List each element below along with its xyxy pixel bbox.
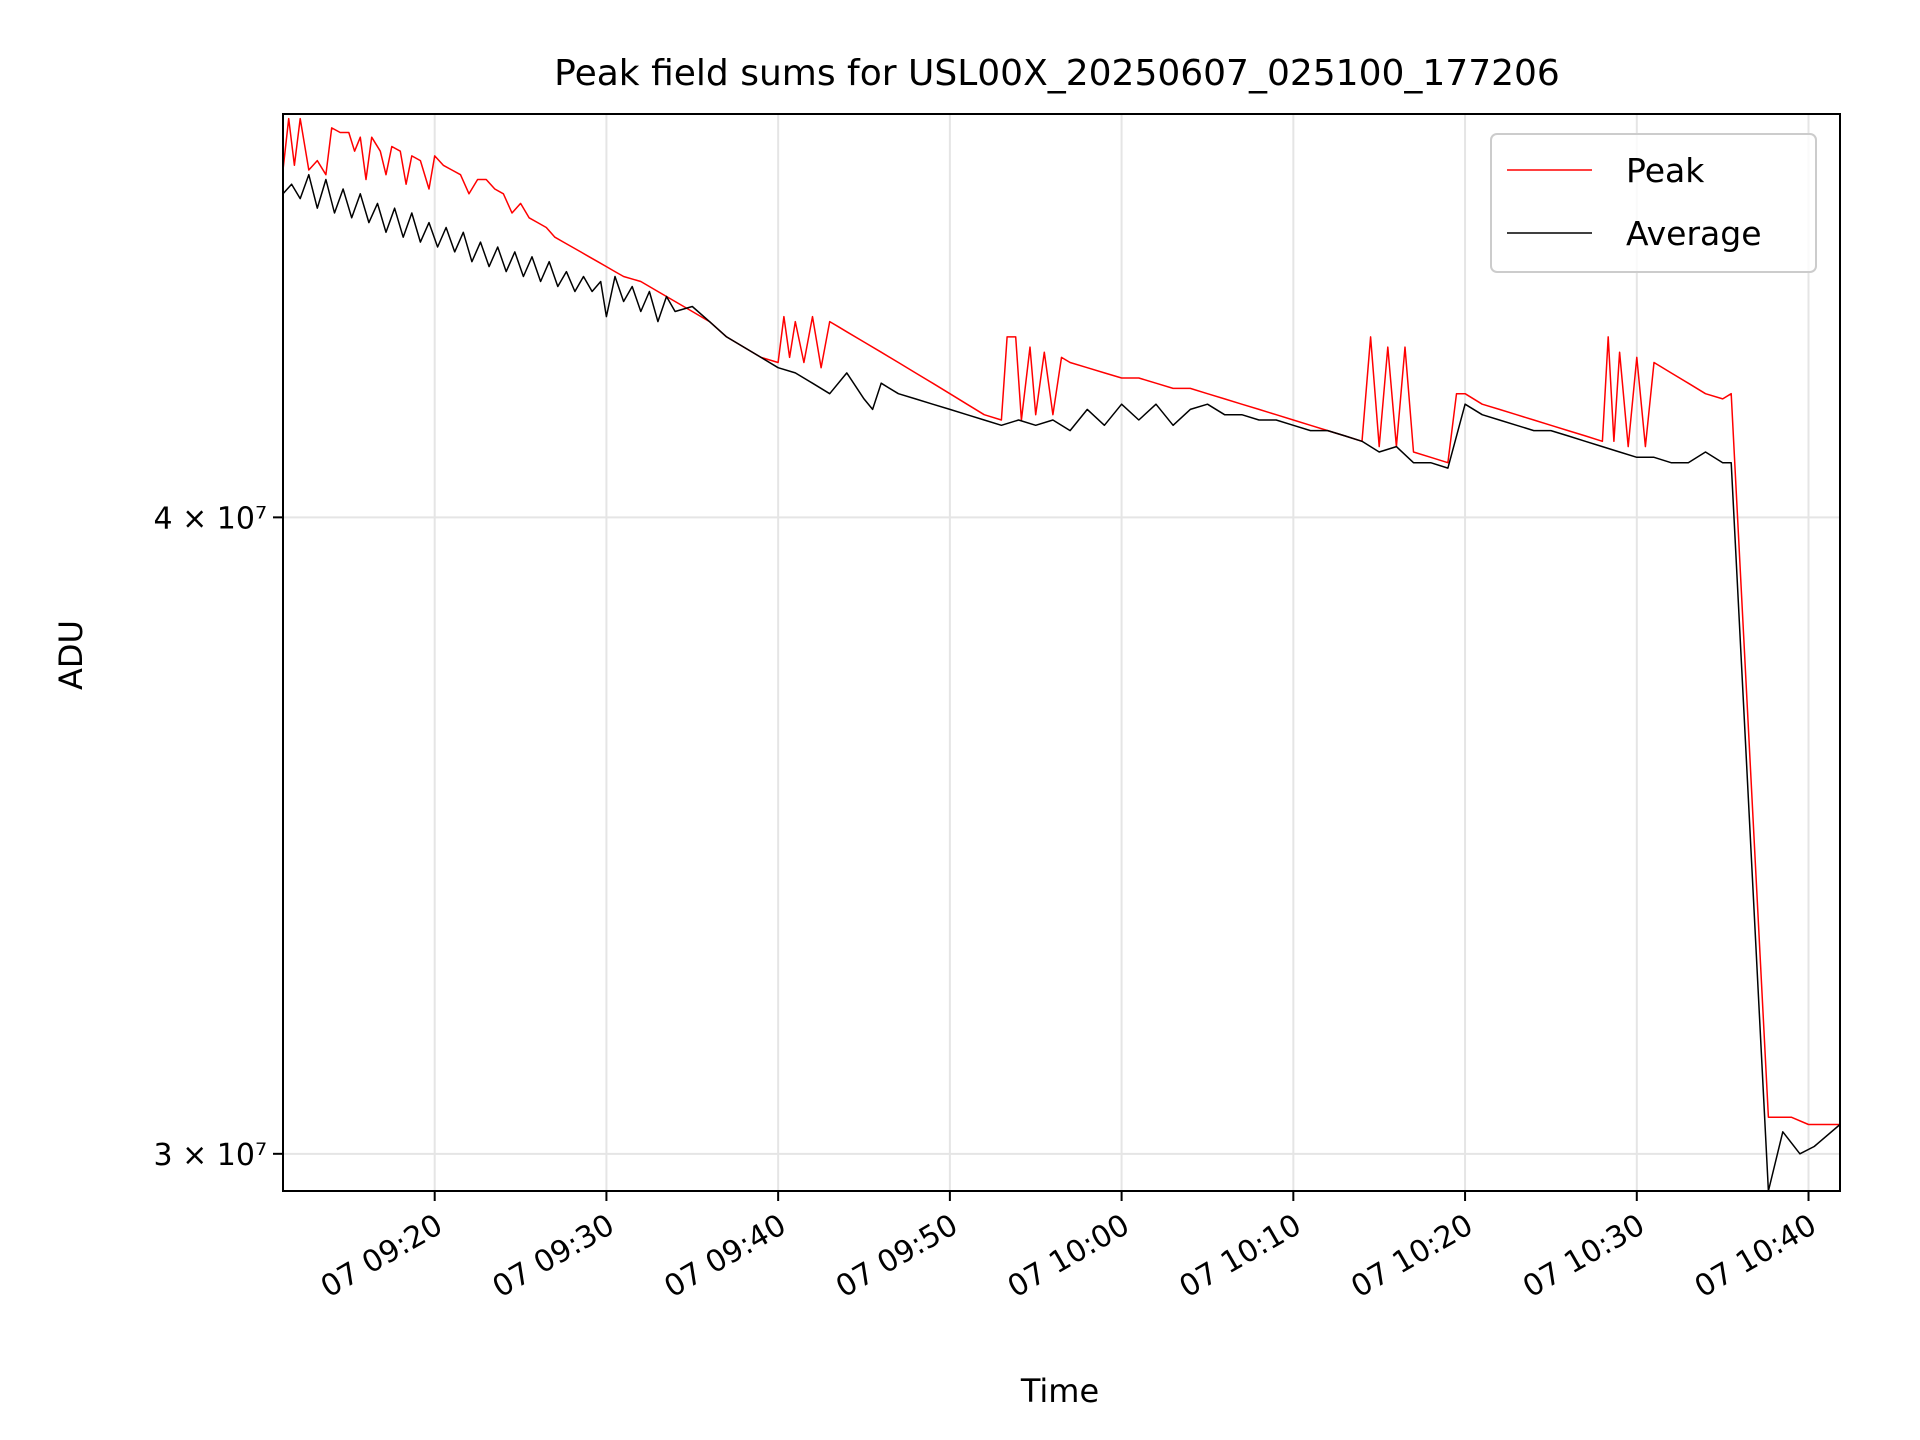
plot-frame [282,113,1841,1192]
series-line-peak [282,117,1840,1126]
series-line-average [282,173,1841,1192]
legend-box [1490,133,1817,273]
grid [283,114,1840,1191]
series-layer [282,117,1841,1192]
legend: Peak Average [1490,133,1817,273]
y-tick-label: 4 × 10⁷ [154,501,268,536]
legend-label-average: Average [1626,214,1762,253]
x-axis-label: Time [1020,1372,1099,1410]
y-axis-ticks: 4 × 10⁷ 3 × 10⁷ [154,501,283,1173]
y-tick-label: 3 × 10⁷ [154,1138,268,1173]
y-axis-label: ADU [52,620,90,690]
legend-label-peak: Peak [1626,151,1705,190]
chart-title: Peak field sums for USL00X_20250607_0251… [554,53,1560,94]
